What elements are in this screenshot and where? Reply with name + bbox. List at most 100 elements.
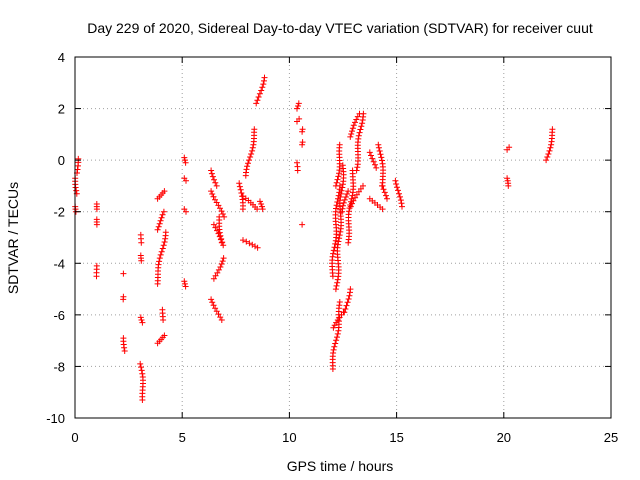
data-point [294,105,300,112]
data-point [121,344,128,351]
data-point [237,186,244,193]
data-point [249,147,256,154]
data-point [332,340,339,347]
data-point [160,208,167,215]
data-point [546,147,553,154]
axis-ticks: 0 5 10 15 20 25 -10 -8 -6 -4 -2 0 2 4 [46,50,618,445]
data-point [254,206,261,213]
data-point [220,242,227,249]
data-point [257,198,263,205]
data-point [162,229,169,236]
data-point [341,196,348,203]
data-point [218,235,225,242]
data-point [73,187,80,194]
data-point [332,240,339,247]
data-point [343,302,350,309]
data-point [216,229,223,236]
data-point [248,151,255,157]
data-point [138,257,145,264]
data-point [330,346,337,353]
data-point [350,122,357,129]
data-point [182,283,189,290]
data-point [159,211,166,218]
data-point [158,248,165,255]
data-point [120,270,127,277]
data-point [347,133,354,140]
data-point [366,149,373,156]
data-point [549,126,556,133]
data-point [379,157,385,164]
data-point [396,190,402,197]
data-point [93,273,100,280]
data-point [336,299,343,305]
data-point [335,173,342,180]
data-point [159,245,166,252]
data-point [158,214,165,221]
data-point [208,167,215,174]
data-point [139,397,146,403]
data-point [381,189,388,196]
data-point [394,184,400,191]
data-point [380,186,387,193]
data-point [333,202,340,209]
x-tick-label: 10 [282,430,296,445]
plot-frame [74,56,612,419]
data-point [358,123,365,130]
data-point [340,202,346,209]
data-point [251,126,258,133]
data-point [333,282,340,289]
data-point [353,116,360,123]
data-point [336,235,343,242]
data-point [157,217,164,224]
data-point [210,302,217,309]
data-point [138,239,145,246]
data-point [161,239,168,245]
data-point [160,242,167,249]
data-point [397,193,403,200]
data-point [138,364,144,371]
data-point [218,317,225,323]
data-point [218,261,225,267]
data-point [344,191,350,197]
data-point [253,100,260,107]
data-point [332,182,339,189]
data-point [236,180,243,187]
data-point [183,208,189,215]
data-point [505,182,512,189]
data-point [347,286,354,293]
data-point [335,192,342,199]
data-point [370,158,377,165]
data-point [138,317,145,323]
data-point [393,181,400,187]
data-point [259,206,266,213]
data-point [349,125,356,132]
data-point [260,81,267,88]
data-point [155,261,162,268]
data-point [295,100,302,107]
data-point [331,244,338,251]
data-point [261,74,268,81]
data-point [236,183,243,190]
data-point [544,154,551,160]
data-point [183,177,189,184]
data-point [334,279,341,286]
data-point [375,144,382,151]
data-point [333,205,339,212]
y-tick-label: -6 [53,308,65,323]
data-point [160,317,167,323]
data-point [357,126,364,133]
data-point [342,306,349,312]
data-point [213,182,220,189]
y-tick-label: -10 [46,411,65,426]
data-point [375,141,382,148]
data-point [258,87,265,94]
data-point [217,232,224,239]
data-point [376,148,383,154]
data-point [137,360,144,367]
data-point [344,299,351,306]
x-tick-label: 25 [604,430,618,445]
y-axis-label: SDTVAR / TECUs [5,182,21,294]
data-point [360,182,366,189]
